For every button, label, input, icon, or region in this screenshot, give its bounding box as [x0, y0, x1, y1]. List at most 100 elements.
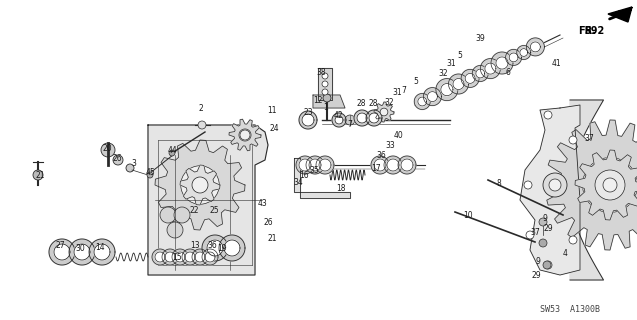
- Circle shape: [323, 94, 331, 102]
- Circle shape: [543, 261, 551, 269]
- Polygon shape: [202, 235, 228, 261]
- Text: 28: 28: [356, 99, 366, 108]
- Text: 24: 24: [269, 124, 279, 132]
- Polygon shape: [374, 102, 394, 122]
- Text: SW53  A1300B: SW53 A1300B: [540, 306, 600, 315]
- Circle shape: [380, 108, 388, 116]
- Circle shape: [240, 130, 250, 140]
- Polygon shape: [219, 235, 245, 261]
- Polygon shape: [162, 249, 178, 265]
- Circle shape: [113, 155, 123, 165]
- Polygon shape: [205, 252, 215, 262]
- Polygon shape: [175, 252, 185, 262]
- Polygon shape: [371, 156, 389, 174]
- Circle shape: [549, 179, 561, 191]
- Text: 8: 8: [497, 179, 501, 188]
- Circle shape: [603, 178, 617, 192]
- Polygon shape: [224, 240, 240, 256]
- Polygon shape: [384, 156, 402, 174]
- Circle shape: [126, 164, 134, 172]
- Circle shape: [181, 166, 219, 204]
- Polygon shape: [202, 249, 218, 265]
- Text: 5: 5: [457, 51, 462, 60]
- Circle shape: [526, 231, 534, 239]
- Text: 39: 39: [475, 34, 485, 43]
- Polygon shape: [491, 52, 513, 74]
- Text: 10: 10: [463, 211, 473, 220]
- Polygon shape: [306, 156, 324, 174]
- Polygon shape: [49, 239, 75, 265]
- Polygon shape: [461, 69, 479, 87]
- Circle shape: [322, 73, 328, 79]
- Circle shape: [569, 136, 577, 144]
- Text: 19: 19: [217, 244, 227, 252]
- Text: 34: 34: [293, 178, 303, 187]
- Polygon shape: [319, 159, 331, 171]
- Text: 11: 11: [268, 106, 276, 115]
- Polygon shape: [155, 252, 165, 262]
- Polygon shape: [436, 79, 458, 100]
- Text: 20: 20: [102, 143, 112, 153]
- Polygon shape: [480, 59, 501, 79]
- Polygon shape: [155, 140, 245, 230]
- Polygon shape: [570, 100, 603, 280]
- Text: 31: 31: [392, 87, 402, 97]
- Polygon shape: [414, 93, 430, 109]
- Circle shape: [596, 171, 624, 199]
- Text: 592: 592: [585, 26, 605, 36]
- Polygon shape: [309, 159, 321, 171]
- Polygon shape: [506, 49, 522, 65]
- Polygon shape: [302, 114, 314, 126]
- Text: 27: 27: [55, 241, 65, 250]
- Polygon shape: [448, 74, 468, 94]
- Text: 42: 42: [333, 110, 343, 119]
- Circle shape: [322, 81, 328, 87]
- Text: 40: 40: [394, 131, 404, 140]
- Text: 6: 6: [506, 68, 510, 76]
- Text: 13: 13: [190, 241, 200, 250]
- Polygon shape: [335, 116, 343, 124]
- Polygon shape: [369, 113, 379, 123]
- Text: 1: 1: [324, 102, 329, 111]
- Text: 29: 29: [531, 270, 541, 279]
- Text: 12: 12: [313, 95, 323, 105]
- Polygon shape: [387, 159, 399, 171]
- Polygon shape: [192, 249, 208, 265]
- Text: 15: 15: [172, 253, 182, 262]
- Circle shape: [544, 111, 552, 119]
- Polygon shape: [509, 53, 518, 62]
- Text: 33: 33: [385, 140, 395, 149]
- Polygon shape: [316, 156, 334, 174]
- Polygon shape: [74, 244, 90, 260]
- Text: 36: 36: [207, 241, 217, 250]
- Text: 43: 43: [258, 198, 268, 207]
- Text: 41: 41: [551, 59, 561, 68]
- Circle shape: [543, 173, 567, 197]
- Text: 44: 44: [168, 146, 178, 155]
- Circle shape: [345, 115, 355, 125]
- Circle shape: [33, 170, 43, 180]
- Text: 35: 35: [309, 165, 319, 174]
- Text: 18: 18: [336, 183, 346, 193]
- Polygon shape: [207, 240, 223, 256]
- Circle shape: [101, 143, 115, 157]
- Text: 36: 36: [376, 150, 386, 159]
- Polygon shape: [54, 244, 70, 260]
- Polygon shape: [366, 110, 382, 126]
- Polygon shape: [94, 244, 110, 260]
- Circle shape: [544, 261, 552, 269]
- Polygon shape: [172, 249, 188, 265]
- Polygon shape: [374, 159, 386, 171]
- Text: 21: 21: [35, 171, 45, 180]
- Polygon shape: [520, 49, 527, 56]
- Polygon shape: [441, 84, 453, 96]
- Text: 25: 25: [209, 205, 219, 214]
- Text: 31: 31: [446, 59, 456, 68]
- Polygon shape: [296, 156, 314, 174]
- Polygon shape: [531, 42, 540, 52]
- Circle shape: [160, 207, 176, 223]
- Polygon shape: [427, 92, 438, 101]
- Polygon shape: [485, 63, 496, 74]
- Polygon shape: [465, 74, 475, 83]
- Text: 30: 30: [75, 244, 85, 252]
